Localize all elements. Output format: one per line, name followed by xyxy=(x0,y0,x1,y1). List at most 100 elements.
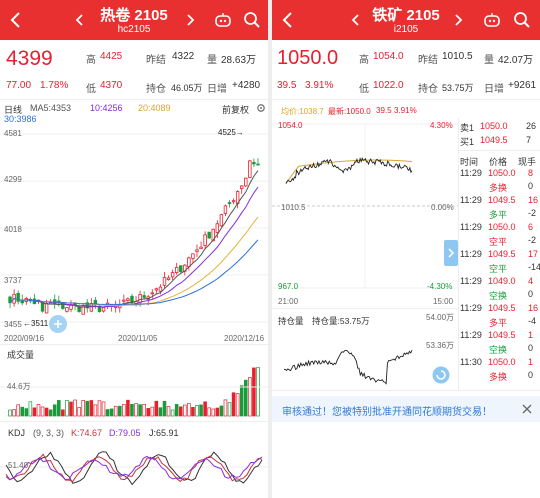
price-axis-mid: 1010.5 xyxy=(281,203,306,212)
pct-axis-mid: 0.00% xyxy=(431,203,454,212)
candle xyxy=(244,177,248,187)
intraday-latest: 最新:1050.0 xyxy=(328,107,371,116)
volume-bar xyxy=(8,409,12,417)
kdj-d-line xyxy=(5,455,263,481)
time-axis-start: 21:00 xyxy=(278,297,299,306)
volume-bar xyxy=(162,400,167,417)
close-icon[interactable] xyxy=(522,404,532,414)
candle xyxy=(215,223,220,233)
search-icon[interactable] xyxy=(242,10,262,30)
volume-bar xyxy=(20,406,25,417)
trade-row[interactable]: 11:29 1049.5 16 多平 -2 xyxy=(458,195,540,221)
settings-icon[interactable] xyxy=(256,103,266,113)
intraday-avg: 均价:1038.7 xyxy=(281,107,324,116)
kdj-name: KDJ xyxy=(8,428,26,438)
refresh-icon[interactable] xyxy=(432,366,450,384)
volume-bar xyxy=(227,402,232,417)
kline-chart[interactable] xyxy=(0,126,268,334)
prev-icon[interactable] xyxy=(346,10,366,30)
trade-row[interactable]: 11:29 1049.0 4 空换 0 xyxy=(458,276,540,302)
volume-chart[interactable] xyxy=(0,360,268,418)
volume-bar xyxy=(105,409,110,417)
left-low-label: 低 xyxy=(86,84,96,95)
right-price: 1050.0 xyxy=(277,47,339,69)
candle xyxy=(89,303,94,312)
volume-bar xyxy=(215,407,220,417)
volume-bar xyxy=(40,406,45,417)
candle xyxy=(16,292,20,302)
volume-bar xyxy=(109,408,114,417)
right-separator xyxy=(272,99,540,100)
kdj-params: (9, 3, 3) xyxy=(33,428,65,438)
trade-row[interactable]: 11:29 1050.0 6 空平 -2 xyxy=(458,222,540,248)
kdj-chart[interactable] xyxy=(0,440,268,496)
candle xyxy=(138,294,142,303)
date-1: 2020/09/16 xyxy=(4,334,45,343)
adjust-label[interactable]: 前复权 xyxy=(222,105,250,115)
trade-volume: 16 xyxy=(528,195,539,205)
volume-bar xyxy=(170,409,175,417)
notice-banner[interactable]: 审核通过！您被特别批准开通同花顺期货交易！ xyxy=(272,396,540,422)
trade-time: 11:29 xyxy=(460,168,482,178)
notice-top-border xyxy=(272,390,540,391)
volume-bar xyxy=(101,401,106,417)
trade-price: 1050.0 xyxy=(488,168,516,178)
trade-row[interactable]: 11:29 1049.5 16 多平 -4 xyxy=(458,303,540,329)
trade-time: 11:29 xyxy=(460,276,482,286)
order-book-row[interactable]: 买1 1049.5 7 xyxy=(460,135,540,148)
price-line xyxy=(285,156,413,184)
volume-bar xyxy=(113,405,118,417)
candle xyxy=(195,249,199,253)
candle xyxy=(130,295,134,304)
order-book-row[interactable]: 卖1 1050.0 26 xyxy=(460,121,540,134)
trade-row[interactable]: 11:30 1050.0 1 多换 0 xyxy=(458,357,540,383)
left-change-pct: 1.78% xyxy=(40,80,69,91)
trade-oi-change: 0 xyxy=(528,370,534,380)
right-panel: 铁矿 2105 i2105 1050.0 高 1054.0 昨结 1010.5 … xyxy=(272,0,540,498)
volume-bar xyxy=(122,404,126,417)
trade-row[interactable]: 11:29 1049.5 1 空换 0 xyxy=(458,330,540,356)
intraday-pct: 3.91% xyxy=(394,106,417,115)
robot-icon[interactable] xyxy=(482,10,502,30)
volume-bar xyxy=(256,367,260,417)
volume-bar xyxy=(187,403,191,417)
next-icon[interactable] xyxy=(180,10,200,30)
pct-axis-bottom: -4.30% xyxy=(427,282,453,291)
trade-type: 多平 xyxy=(489,210,508,220)
right-header: 铁矿 2105 i2105 xyxy=(272,0,540,40)
next-icon[interactable] xyxy=(448,10,468,30)
trades-list[interactable]: 11:29 1050.0 8 多换 0 11:29 1049.5 16 多平 -2 11:29 105… xyxy=(458,168,540,390)
panel-divider xyxy=(268,0,272,498)
trade-row[interactable]: 11:29 1050.0 8 多换 0 xyxy=(458,168,540,194)
back-icon[interactable] xyxy=(278,10,298,30)
intraday-chart[interactable] xyxy=(272,118,458,294)
candle xyxy=(256,163,260,166)
expand-button[interactable] xyxy=(444,240,458,266)
search-icon[interactable] xyxy=(512,10,532,30)
notice-text: 审核通过！您被特别批准开通同花顺期货交易！ xyxy=(282,407,492,418)
kline-period[interactable]: 日线 xyxy=(4,105,23,115)
robot-icon[interactable] xyxy=(213,10,233,30)
right-low-label: 低 xyxy=(359,84,369,95)
prev-icon[interactable] xyxy=(70,10,90,30)
trade-price: 1049.5 xyxy=(488,249,516,259)
volume-bar xyxy=(243,379,248,417)
trade-row[interactable]: 11:29 1049.5 17 空平 -14 xyxy=(458,249,540,275)
candle xyxy=(158,286,163,292)
ma20-label: 20:4089 xyxy=(138,103,171,113)
volume-bar xyxy=(77,407,81,417)
zoom-icon[interactable] xyxy=(48,314,68,334)
left-low: 4370 xyxy=(100,80,123,91)
open-interest-chart[interactable] xyxy=(272,312,458,390)
back-icon[interactable] xyxy=(6,10,26,30)
volume-bar xyxy=(248,377,252,417)
candle xyxy=(219,214,224,227)
left-oi-label: 持仓 xyxy=(146,84,166,95)
volume-bar xyxy=(57,400,61,417)
candle xyxy=(187,257,191,267)
date-3: 2020/12/16 xyxy=(224,334,265,343)
expand-icon xyxy=(448,248,455,258)
price-axis-3: 4018 xyxy=(4,225,22,234)
right-day-inc: +9261 xyxy=(508,80,537,91)
volume-bar xyxy=(48,409,53,417)
